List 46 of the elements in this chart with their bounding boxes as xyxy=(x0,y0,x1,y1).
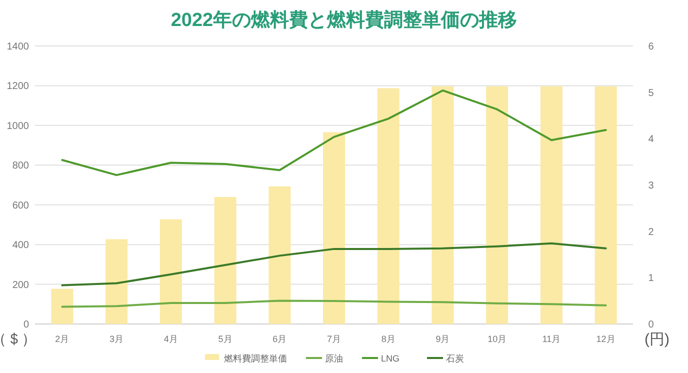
legend-label: 原油 xyxy=(325,354,343,364)
x-tick-label: 3月 xyxy=(110,334,124,344)
x-tick-label: 11月 xyxy=(542,334,561,344)
legend-label: 石炭 xyxy=(446,354,464,364)
y2-tick-label: 4 xyxy=(648,134,654,146)
bar xyxy=(594,86,617,324)
bar xyxy=(486,86,508,324)
x-tick-label: 7月 xyxy=(326,334,342,344)
y-tick-label: 200 xyxy=(12,280,30,291)
y-tick-label: 600 xyxy=(12,200,30,212)
y2-tick-label: 2 xyxy=(648,226,654,238)
bar xyxy=(432,86,454,324)
x-tick-label: 6月 xyxy=(272,334,287,344)
bar xyxy=(160,219,182,324)
x-tick-label: 9月 xyxy=(436,334,450,344)
x-tick-label: 2月 xyxy=(55,334,70,344)
y-tick-label: 400 xyxy=(12,240,30,252)
bar xyxy=(268,186,291,324)
line-series xyxy=(61,89,607,176)
bar xyxy=(214,197,236,324)
bar xyxy=(323,132,345,324)
line-series xyxy=(61,242,607,286)
y-tick-label: 1000 xyxy=(6,120,30,132)
x-tick-label: 12月 xyxy=(596,334,616,344)
y-tick-label: 1200 xyxy=(6,81,30,92)
x-tick-label: 5月 xyxy=(218,334,232,344)
bar xyxy=(106,239,128,324)
y2-tick-label: 0 xyxy=(648,320,654,330)
y2-tick-label: 1 xyxy=(648,273,654,284)
bar xyxy=(51,288,74,324)
y2-tick-label: 5 xyxy=(648,88,654,99)
chart-title: 2022年の燃料費と燃料費調整単価の推移 xyxy=(170,9,518,31)
y2-tick-label: 3 xyxy=(648,180,654,192)
y2-axis-title: (円) xyxy=(644,331,670,348)
legend-label: 燃料費調整単価 xyxy=(224,354,287,364)
y-axis-title: （＄） xyxy=(0,331,36,348)
bar xyxy=(540,86,562,324)
y2-tick-label: 6 xyxy=(648,42,654,52)
y-tick-label: 0 xyxy=(23,320,30,330)
x-tick-label: 8月 xyxy=(381,334,396,344)
x-tick-label: 10月 xyxy=(488,334,507,344)
x-tick-label: 4月 xyxy=(164,334,178,344)
legend-label: LNG xyxy=(381,354,400,364)
bar xyxy=(377,88,400,324)
y-tick-label: 800 xyxy=(12,160,30,172)
y-tick-label: 1400 xyxy=(6,42,30,52)
